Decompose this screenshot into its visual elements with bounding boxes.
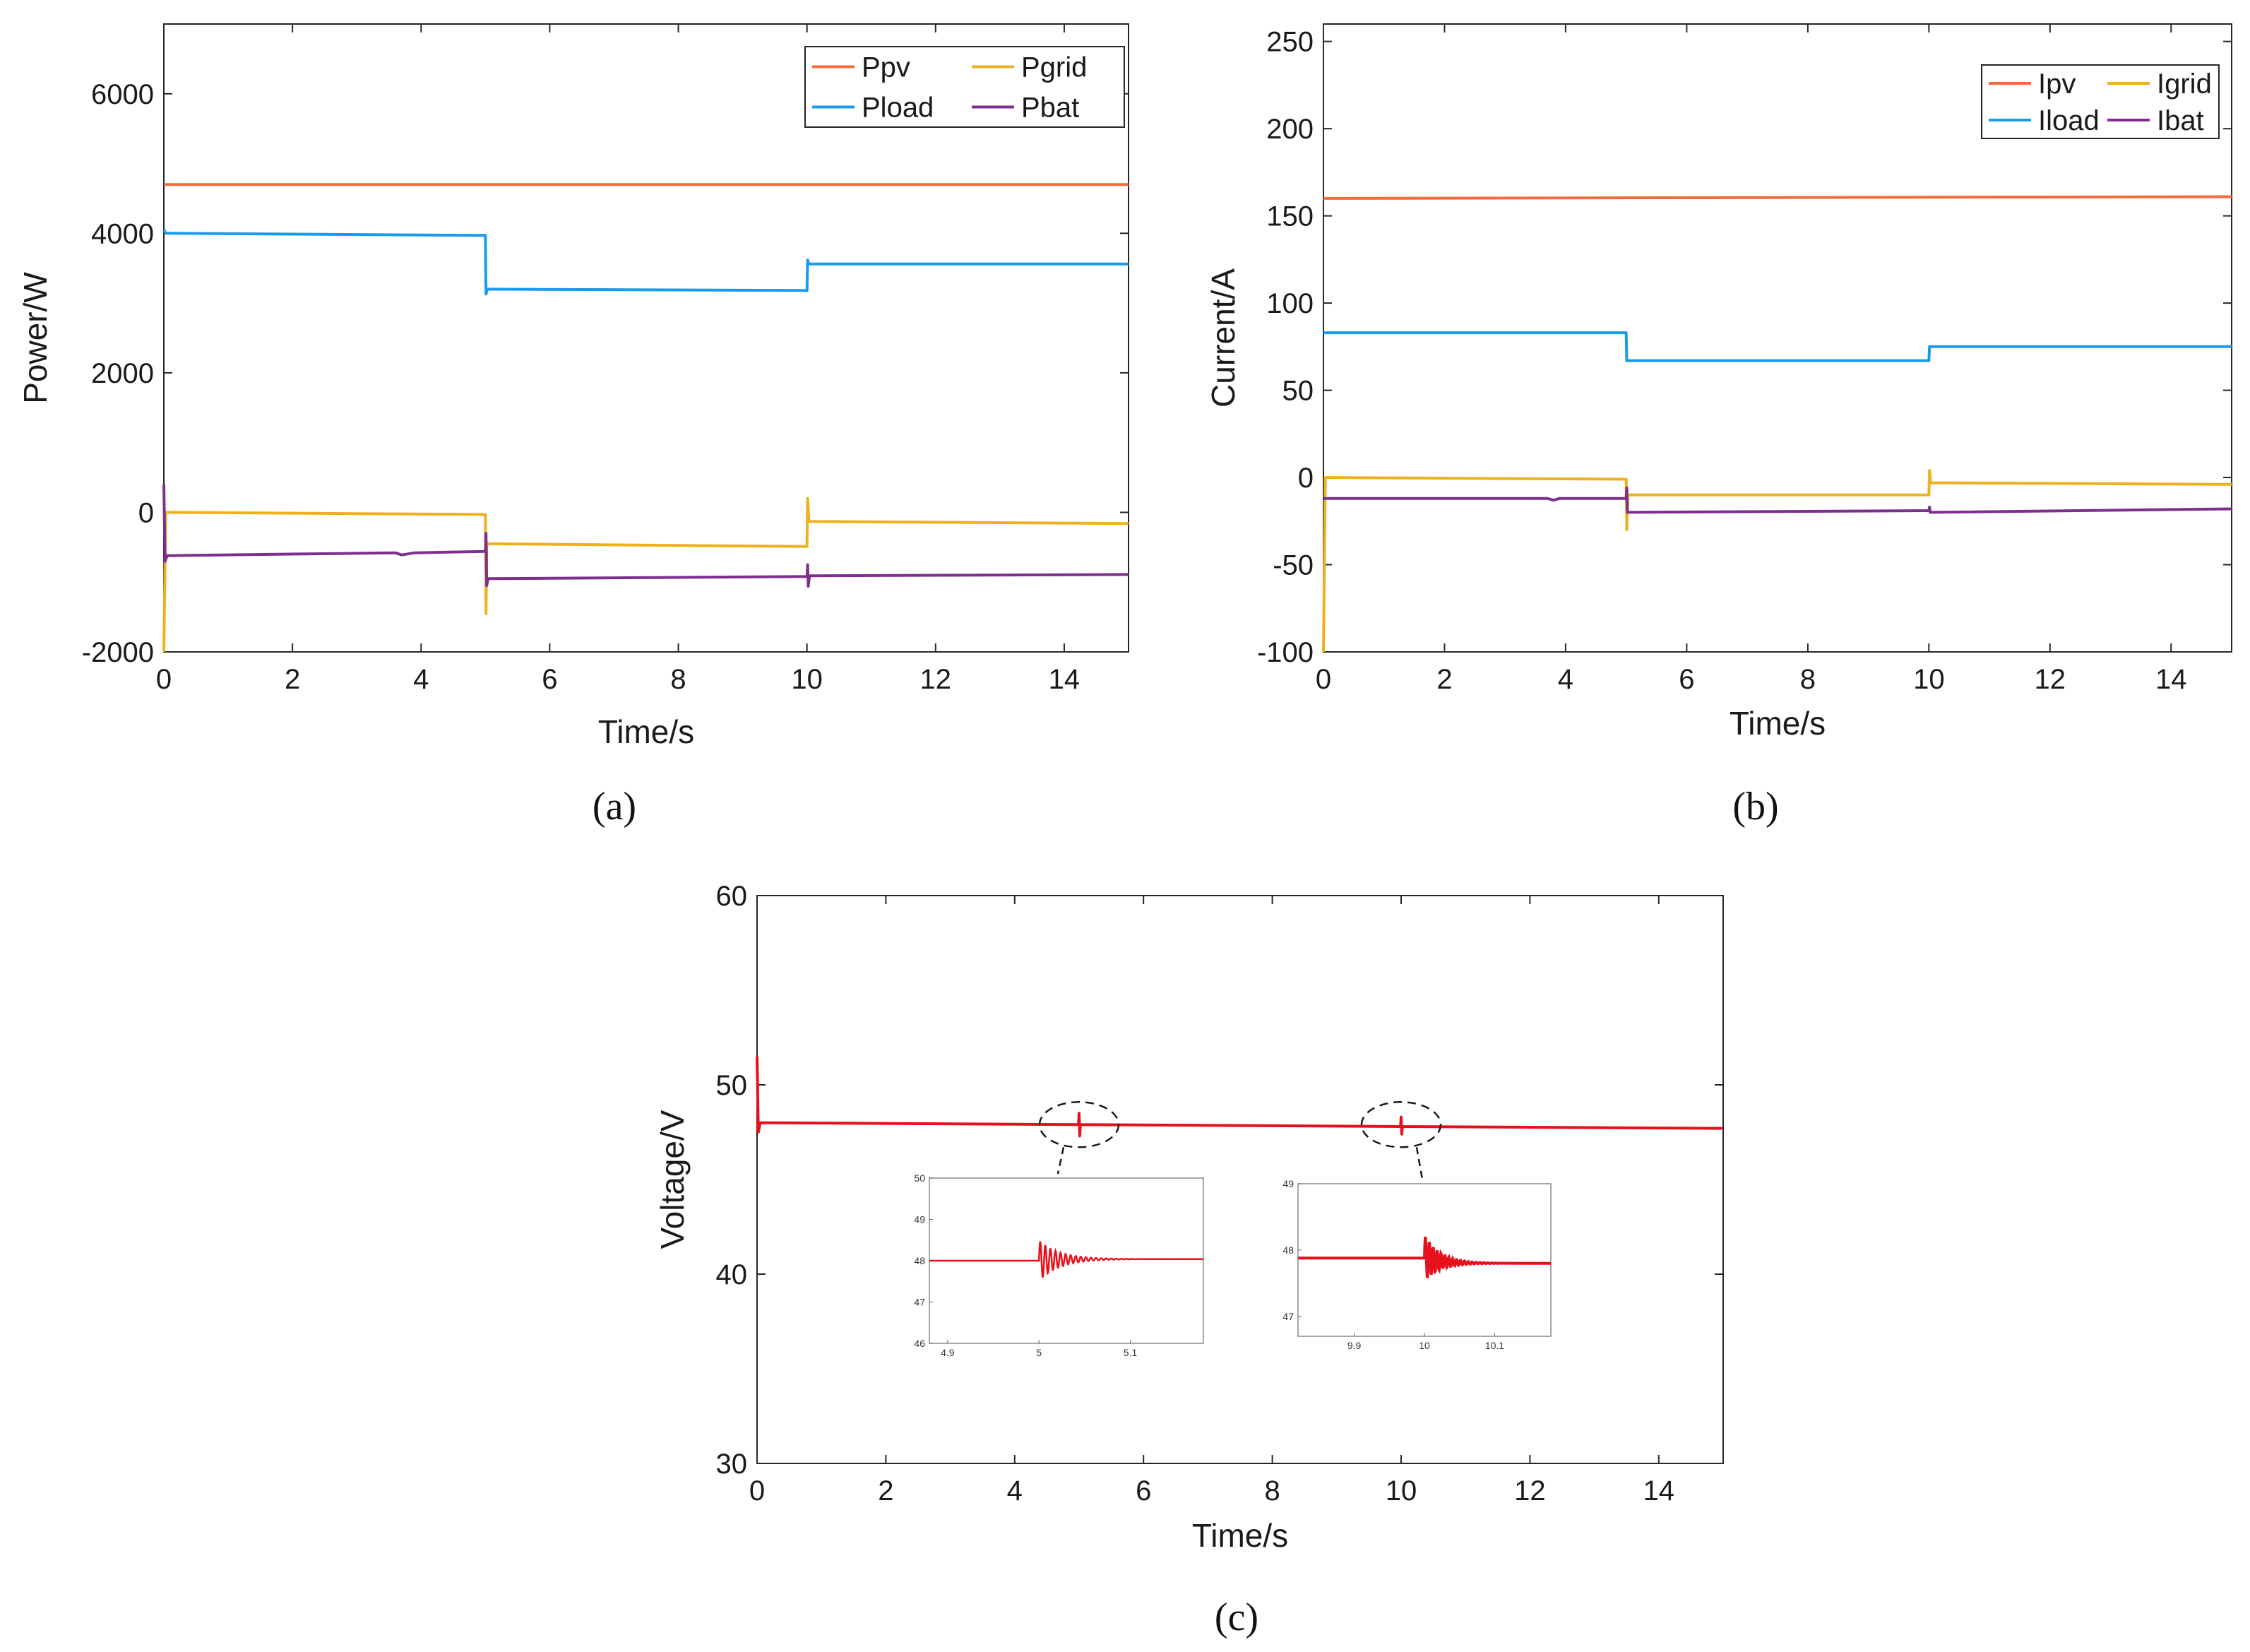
x-tick-label: 10 xyxy=(1913,664,1945,695)
zoom-marker-ellipse xyxy=(1360,1101,1442,1148)
y-tick-label: 2000 xyxy=(91,358,154,389)
legend-b: Ipv Igrid Iload Ibat xyxy=(1981,64,2220,139)
x-tick-label: 2 xyxy=(878,1475,893,1507)
inset-y-tick-label: 49 xyxy=(1282,1178,1294,1189)
y-axis-label-c: Voltage/V xyxy=(654,1110,691,1249)
y-tick-label: -2000 xyxy=(82,637,154,668)
y-tick-label: 40 xyxy=(716,1259,748,1290)
inset-y-tick-label: 48 xyxy=(914,1255,925,1266)
caption-b: (b) xyxy=(1732,785,1778,828)
chart-panel-a: (a) 0 2 4 6 8 10 12 14-20000200040006000Time/sP… xyxy=(17,23,1129,828)
zoom-inset-1: 4.9 5 5.1 46 47 48 49 50 xyxy=(914,1172,1204,1358)
x-tick-label: 0 xyxy=(1316,664,1331,695)
x-tick-label: 12 xyxy=(920,664,952,695)
inset-y-tick-label: 46 xyxy=(914,1338,925,1349)
legend-box xyxy=(1981,64,2220,139)
y-tick-label: -50 xyxy=(1273,550,1314,581)
x-tick-label: 2 xyxy=(285,664,300,695)
series-line-iload xyxy=(1323,331,2232,362)
y-tick-label: 50 xyxy=(1282,376,1314,407)
inset-x-tick-label: 5 xyxy=(1036,1347,1042,1358)
legend-label-pbat: Pbat xyxy=(1021,93,1079,124)
legend-label-ipv: Ipv xyxy=(2038,69,2076,100)
caption-a: (a) xyxy=(593,785,636,828)
legend-label-ibat: Ibat xyxy=(2157,105,2204,136)
x-tick-label: 6 xyxy=(1679,664,1694,695)
y-tick-label: 0 xyxy=(1298,463,1314,494)
x-tick-label: 14 xyxy=(1643,1475,1675,1507)
inset-y-tick-label: 48 xyxy=(1282,1244,1294,1256)
legend-label-pgrid: Pgrid xyxy=(1021,52,1087,83)
series-line-c-0 xyxy=(756,1056,1724,1138)
legend-box xyxy=(804,46,1125,128)
x-tick-label: 4 xyxy=(1558,664,1573,695)
zoom-connector-line xyxy=(1415,1147,1424,1180)
y-tick-label: 200 xyxy=(1266,114,1314,145)
y-tick-label: 4000 xyxy=(91,218,154,249)
inset-x-tick-label: 10 xyxy=(1419,1340,1430,1351)
inset-y-tick-label: 49 xyxy=(914,1214,925,1225)
inset-x-tick-label: 10.1 xyxy=(1485,1340,1504,1351)
x-tick-label: 8 xyxy=(1800,664,1816,695)
legend-label-iload: Iload xyxy=(2038,105,2100,136)
inset-x-tick-label: 5.1 xyxy=(1124,1347,1138,1358)
series-line-ipv xyxy=(1323,195,2232,200)
x-tick-label: 14 xyxy=(2155,664,2187,695)
x-tick-label: 6 xyxy=(542,664,557,695)
inset-trace xyxy=(929,1241,1203,1278)
inset-frame xyxy=(1297,1183,1552,1337)
x-tick-label: 0 xyxy=(156,664,172,695)
zoom-inset-2: 9.9 10 10.1 47 48 49 xyxy=(1282,1178,1552,1351)
inset-y-tick-label: 47 xyxy=(914,1297,925,1308)
x-tick-label: 14 xyxy=(1049,664,1081,695)
inset-x-tick-label: 4.9 xyxy=(941,1347,955,1358)
y-axis-label-a: Power/W xyxy=(17,272,54,404)
y-tick-label: 0 xyxy=(138,497,154,528)
inset-trace xyxy=(1298,1236,1551,1278)
y-tick-label: -100 xyxy=(1257,637,1314,668)
y-tick-label: 100 xyxy=(1266,288,1314,319)
x-tick-label: 12 xyxy=(2035,664,2066,695)
x-tick-label: 8 xyxy=(1264,1475,1280,1507)
y-tick-label: 6000 xyxy=(91,79,154,110)
x-tick-label: 12 xyxy=(1514,1475,1546,1507)
x-tick-label: 0 xyxy=(749,1475,765,1507)
y-tick-label: 50 xyxy=(716,1070,748,1101)
chart-panel-b: (b) 0 2 4 6 8 10 12 14 -100 -50 0 50 100 150 200 250 Tim… xyxy=(1205,23,2232,828)
series-line-pbat xyxy=(162,484,1129,588)
y-tick-label: 250 xyxy=(1266,27,1314,58)
legend-label-ppv: Ppv xyxy=(862,52,910,83)
y-axis-label-b: Current/A xyxy=(1205,268,1242,408)
series-line-pload xyxy=(162,229,1129,296)
legend-a: Ppv Pgrid Pload Pbat xyxy=(804,46,1125,128)
y-tick-label: 60 xyxy=(716,881,748,912)
x-axis-label-a: Time/s xyxy=(598,713,694,750)
x-tick-label: 2 xyxy=(1436,664,1452,695)
plot-area-a xyxy=(163,23,1129,653)
caption-c: (c) xyxy=(1215,1595,1258,1639)
legend-label-pload: Pload xyxy=(862,93,934,124)
plot-area-c xyxy=(756,895,1724,1464)
x-tick-label: 4 xyxy=(1007,1475,1023,1507)
inset-y-tick-label: 50 xyxy=(914,1172,925,1184)
chart-panel-c: (c) 0 2 4 6 8 10 12 1430405060Time/sVoltage/V4.… xyxy=(654,881,1724,1639)
inset-y-tick-label: 47 xyxy=(1282,1311,1294,1322)
x-tick-label: 6 xyxy=(1136,1475,1151,1507)
x-axis-label-b: Time/s xyxy=(1730,705,1826,742)
zoom-marker-ellipse xyxy=(1038,1101,1120,1148)
x-tick-label: 10 xyxy=(791,664,823,695)
x-axis-label-c: Time/s xyxy=(1192,1517,1288,1554)
inset-x-tick-label: 9.9 xyxy=(1347,1340,1362,1351)
zoom-connector-line xyxy=(1056,1147,1065,1175)
y-tick-label: 30 xyxy=(716,1449,748,1480)
series-line-ibat xyxy=(1323,486,2232,514)
legend-label-igrid: Igrid xyxy=(2157,69,2212,100)
y-tick-label: 150 xyxy=(1266,201,1314,232)
x-tick-label: 8 xyxy=(670,664,686,695)
x-tick-label: 4 xyxy=(413,664,429,695)
x-tick-label: 10 xyxy=(1386,1475,1417,1507)
